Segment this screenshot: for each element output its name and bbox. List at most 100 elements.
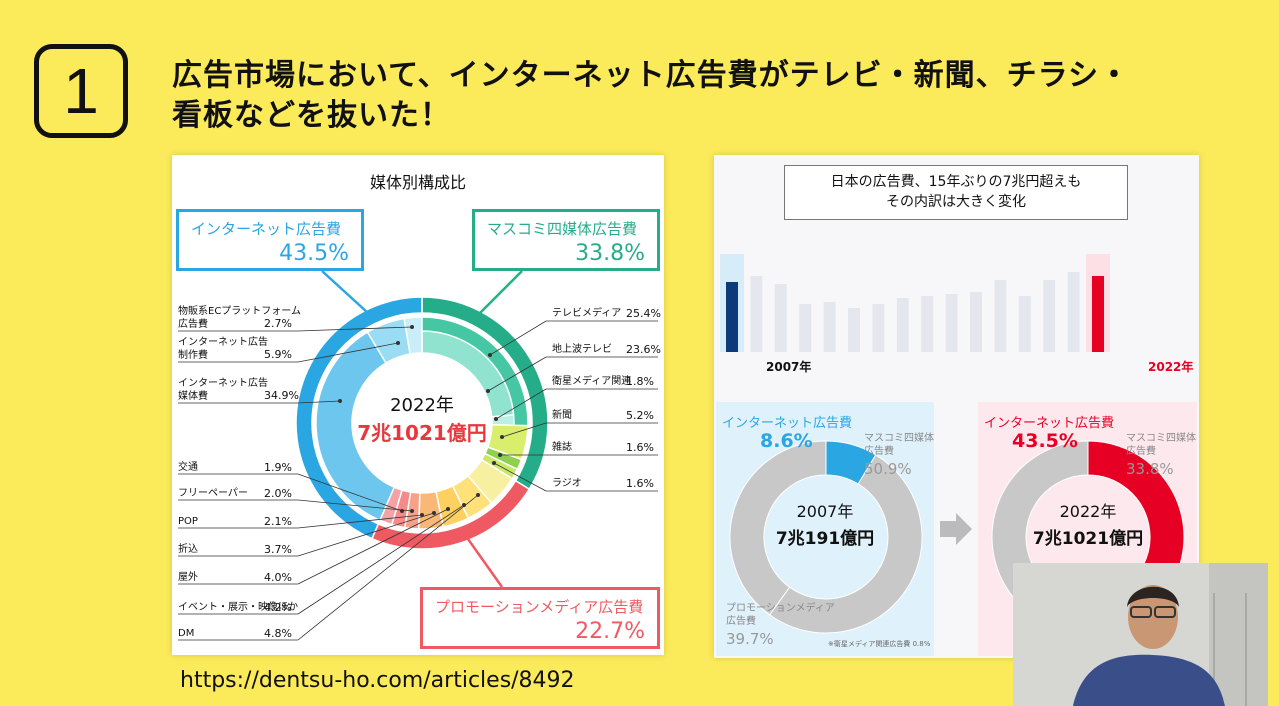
left-label-name-2: インターネット広告 媒体費 bbox=[178, 378, 268, 402]
callout-mass-pct: 33.8% bbox=[575, 241, 645, 266]
right-label-value-0: 25.4% bbox=[626, 307, 661, 320]
pie-2007 bbox=[729, 440, 923, 634]
left-label-value-5: 2.1% bbox=[264, 515, 292, 528]
left-leader-d-5 bbox=[297, 514, 423, 529]
year-bar-9 bbox=[945, 294, 958, 352]
left-leader-d-6 bbox=[297, 512, 435, 557]
right-label-value-4: 1.6% bbox=[626, 441, 654, 454]
card-2007-promo-label: プロモーションメディア 広告費 bbox=[726, 603, 835, 627]
inner-segment-14 bbox=[403, 316, 423, 355]
right-label-value-3: 5.2% bbox=[626, 409, 654, 422]
left-leader-dot-4 bbox=[410, 509, 414, 513]
left-label-name-8: イベント・展示・映像ほか bbox=[178, 602, 298, 613]
left-label-value-9: 4.8% bbox=[264, 627, 292, 640]
right-label-value-2: 1.8% bbox=[626, 375, 654, 388]
left-leader-dot-2 bbox=[338, 399, 342, 403]
right-leader-d-5 bbox=[493, 462, 547, 492]
card-2007-mass-label: マスコミ四媒体 広告費 bbox=[864, 433, 934, 457]
callout-internet: インターネット広告費 43.5% bbox=[176, 209, 364, 271]
right-label-name-2: 衛星メディア関連 bbox=[552, 376, 632, 387]
left-leader-dot-1 bbox=[396, 341, 400, 345]
presenter-avatar bbox=[1013, 563, 1268, 706]
callout-promo-pct: 22.7% bbox=[575, 619, 645, 644]
card-2022-center-total: 7兆1021億円 bbox=[1032, 529, 1144, 549]
callout-mass-title: マスコミ四媒体広告費 bbox=[487, 220, 638, 238]
left-label-name-4: フリーペーパー bbox=[178, 488, 248, 499]
left-label-value-7: 4.0% bbox=[264, 571, 292, 584]
year-bar-14 bbox=[1067, 272, 1080, 352]
right-leader-d-3 bbox=[501, 422, 547, 438]
left-leader-dot-6 bbox=[432, 511, 436, 515]
right-leader-d-0 bbox=[489, 320, 547, 356]
slide-number-badge: 1 bbox=[34, 44, 128, 138]
card-2022-net-label: インターネット広告費 bbox=[984, 416, 1115, 431]
year-bar-3 bbox=[799, 304, 812, 352]
right-label-value-1: 23.6% bbox=[626, 343, 661, 356]
year-bar-6 bbox=[872, 304, 885, 352]
donut-center-year: 2022年 bbox=[390, 395, 454, 416]
headline-line-2: 看板などを抜いた！ bbox=[172, 98, 451, 133]
callout-internet-connector bbox=[321, 270, 369, 314]
card-2022-net-pct: 43.5% bbox=[1012, 430, 1078, 452]
year-bar-4 bbox=[823, 302, 836, 352]
card-2007-center-year: 2007年 bbox=[796, 502, 854, 521]
label-year-2022: 2022年 bbox=[1148, 360, 1194, 374]
card-2022-mass-label: マスコミ四媒体 広告費 bbox=[1126, 433, 1196, 457]
inner-segment-12 bbox=[315, 331, 396, 522]
card-2007: インターネット広告費 8.6% マスコミ四媒体 広告費 50.9% プロモーショ… bbox=[716, 402, 934, 656]
right-label-name-1: 地上波テレビ bbox=[552, 344, 612, 355]
year-bar-15 bbox=[1092, 276, 1104, 352]
left-leader-dot-0 bbox=[410, 325, 414, 329]
left-leader-d-1 bbox=[297, 342, 399, 363]
year-bar-13 bbox=[1043, 280, 1056, 352]
right-leader-dot-4 bbox=[498, 453, 502, 457]
left-label-name-5: POP bbox=[178, 516, 198, 527]
left-label-value-1: 5.9% bbox=[264, 348, 292, 361]
callout-internet-title: インターネット広告費 bbox=[191, 220, 342, 238]
media-share-chart-panel: 媒体別構成比 2022年 7兆1021億円 インターネット広告費 43.5% マ… bbox=[172, 155, 664, 655]
left-label-name-9: DM bbox=[178, 628, 195, 639]
yearly-bars bbox=[720, 254, 1110, 352]
year-bar-7 bbox=[896, 298, 909, 352]
left-leader-d-7 bbox=[297, 508, 449, 585]
left-leader-d-3 bbox=[297, 473, 403, 512]
slide-headline: 広告市場において、インターネット広告費がテレビ・新聞、チラシ・ 看板などを抜いた… bbox=[172, 56, 1192, 136]
right-leader-dot-0 bbox=[488, 353, 492, 357]
right-leader-d-1 bbox=[487, 356, 547, 392]
left-label-value-6: 3.7% bbox=[264, 543, 292, 556]
headline-line-1: 広告市場において、インターネット広告費がテレビ・新聞、チラシ・ bbox=[172, 58, 1130, 93]
arrow-right-icon bbox=[940, 513, 972, 545]
left-label-name-6: 折込 bbox=[178, 544, 198, 555]
left-leader-dot-5 bbox=[420, 513, 424, 517]
left-leader-d-8 bbox=[297, 504, 465, 615]
year-bar-1 bbox=[750, 276, 763, 352]
callout-promo: プロモーションメディア広告費 22.7% bbox=[420, 587, 660, 649]
card-2007-footnote: ※衛星メディア関連広告費 0.8% bbox=[828, 640, 931, 648]
left-leader-d-4 bbox=[297, 499, 413, 512]
card-2007-center-total: 7兆191億円 bbox=[775, 529, 875, 549]
source-url[interactable]: https://dentsu-ho.com/articles/8492 bbox=[180, 668, 575, 693]
left-label-name-3: 交通 bbox=[178, 462, 198, 473]
left-label-value-4: 2.0% bbox=[264, 487, 292, 500]
right-leader-dot-3 bbox=[500, 435, 504, 439]
year-bar-11 bbox=[994, 280, 1007, 352]
year-bar-5 bbox=[848, 308, 860, 352]
card-2022-center-year: 2022年 bbox=[1059, 502, 1117, 521]
right-leader-d-2 bbox=[495, 388, 547, 420]
left-label-value-2: 34.9% bbox=[264, 389, 299, 402]
left-label-value-3: 1.9% bbox=[264, 461, 292, 474]
outer-ring-internet bbox=[295, 296, 423, 540]
media-share-donut bbox=[178, 270, 658, 641]
right-label-name-0: テレビメディア bbox=[552, 308, 622, 319]
right-leader-dot-5 bbox=[492, 461, 496, 465]
callout-internet-pct: 43.5% bbox=[279, 241, 349, 266]
right-label-name-5: ラジオ bbox=[552, 478, 582, 489]
right-label-value-5: 1.6% bbox=[626, 477, 654, 490]
left-label-value-0: 2.7% bbox=[264, 317, 292, 330]
year-bar-8 bbox=[921, 296, 934, 352]
comparison-title-box: 日本の広告費、15年ぶりの7兆円超えも その内訳は大きく変化 bbox=[784, 165, 1128, 220]
donut-center-total: 7兆1021億円 bbox=[357, 421, 487, 445]
left-leader-d-9 bbox=[297, 494, 479, 641]
callout-mass: マスコミ四媒体広告費 33.8% bbox=[472, 209, 660, 271]
ad-spend-comparison-panel: 日本の広告費、15年ぶりの7兆円超えも その内訳は大きく変化 2007年 202… bbox=[714, 155, 1199, 658]
